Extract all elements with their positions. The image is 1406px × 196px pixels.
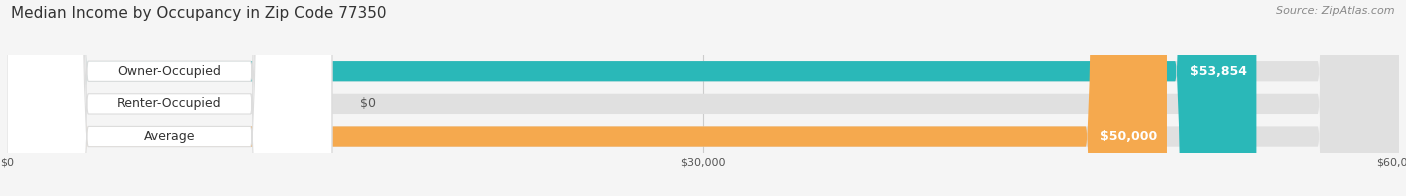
Text: $0: $0 xyxy=(360,97,375,110)
FancyBboxPatch shape xyxy=(7,0,332,196)
FancyBboxPatch shape xyxy=(7,0,332,196)
Text: $53,854: $53,854 xyxy=(1189,65,1247,78)
FancyBboxPatch shape xyxy=(7,0,53,196)
Text: Source: ZipAtlas.com: Source: ZipAtlas.com xyxy=(1277,6,1395,16)
FancyBboxPatch shape xyxy=(7,0,1167,196)
Text: Renter-Occupied: Renter-Occupied xyxy=(117,97,222,110)
Text: Average: Average xyxy=(143,130,195,143)
FancyBboxPatch shape xyxy=(7,0,1399,196)
FancyBboxPatch shape xyxy=(7,0,1257,196)
FancyBboxPatch shape xyxy=(7,0,1399,196)
Text: $50,000: $50,000 xyxy=(1101,130,1157,143)
Text: Owner-Occupied: Owner-Occupied xyxy=(118,65,221,78)
Text: Median Income by Occupancy in Zip Code 77350: Median Income by Occupancy in Zip Code 7… xyxy=(11,6,387,21)
FancyBboxPatch shape xyxy=(7,0,1399,196)
FancyBboxPatch shape xyxy=(7,0,332,196)
